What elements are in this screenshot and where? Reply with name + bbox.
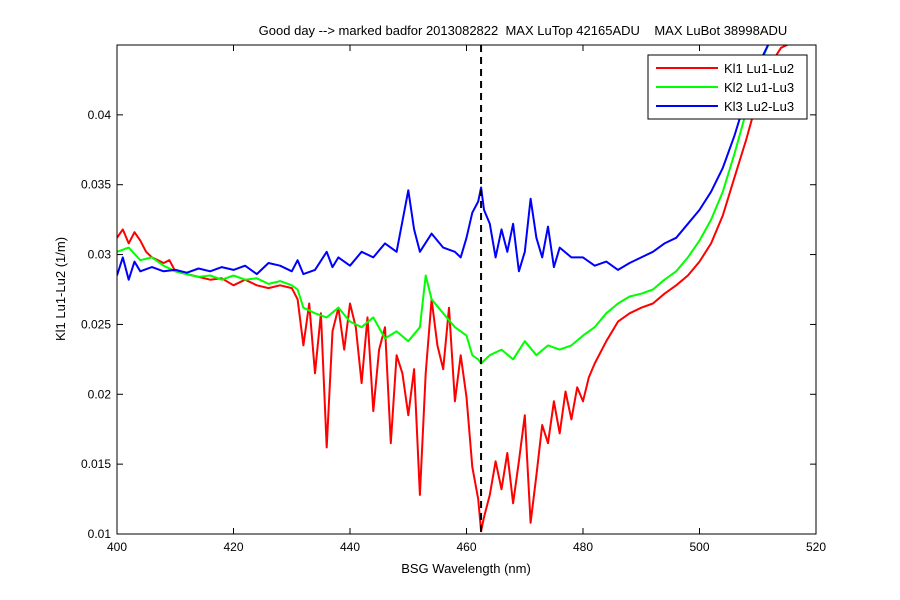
y-tick-label: 0.035: [81, 178, 111, 192]
y-tick-label: 0.03: [88, 248, 112, 262]
x-tick-label: 440: [340, 540, 360, 554]
series-line-3: [117, 45, 770, 281]
y-tick-label: 0.025: [81, 317, 111, 331]
x-tick-label: 400: [107, 540, 127, 554]
series-group: [117, 45, 790, 533]
plot-title: Good day --> marked badfor 2013082822 MA…: [259, 23, 788, 38]
x-tick-label: 520: [806, 540, 826, 554]
y-tick-label: 0.015: [81, 457, 111, 471]
x-tick-label: 480: [573, 540, 593, 554]
series-line-1: [117, 45, 790, 533]
x-tick-label: 420: [223, 540, 243, 554]
legend-label-kl2: Kl2 Lu1-Lu3: [724, 80, 794, 95]
legend-label-kl1: Kl1 Lu1-Lu2: [724, 61, 794, 76]
legend: Kl1 Lu1-Lu2 Kl2 Lu1-Lu3 Kl3 Lu2-Lu3: [647, 54, 808, 120]
ticks-group: 400 420 440 460 480 500 520 0.01 0.015 0.02 0.025 0…: [81, 45, 826, 554]
y-tick-label: 0.02: [88, 387, 112, 401]
x-tick-label: 460: [456, 540, 476, 554]
x-axis-label: BSG Wavelength (nm): [401, 561, 531, 576]
y-tick-label: 0.01: [88, 527, 112, 541]
legend-label-kl3: Kl3 Lu2-Lu3: [724, 99, 794, 114]
series-line-2: [117, 45, 770, 365]
plot-area: [117, 45, 816, 534]
y-axis-label: Kl1 Lu1-Lu2 (1/m): [53, 237, 68, 341]
y-tick-label: 0.04: [88, 108, 112, 122]
x-tick-label: 500: [689, 540, 709, 554]
